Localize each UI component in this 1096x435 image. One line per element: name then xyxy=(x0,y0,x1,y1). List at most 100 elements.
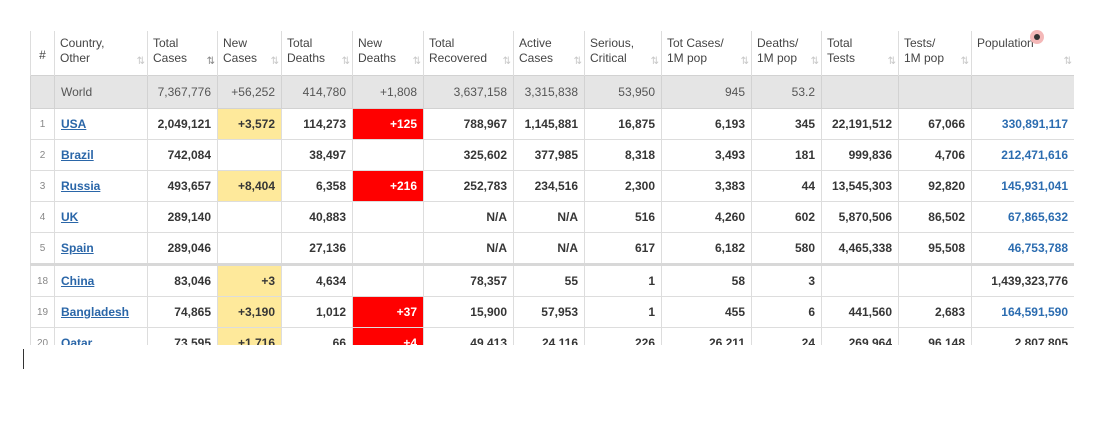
cell-new-cases: +56,252 xyxy=(217,75,282,109)
column-header-total-tests[interactable]: Total Tests ⇅ xyxy=(821,31,899,76)
covid-stats-table: # Country, Other ⇅ Total Cases ⇅ New Cases ⇅ To… xyxy=(30,31,1074,345)
column-header-label: # xyxy=(39,48,46,62)
cell-rank: 5 xyxy=(30,232,55,265)
record-icon[interactable] xyxy=(1030,30,1044,44)
country-link[interactable]: Russia xyxy=(61,179,101,193)
sort-icon[interactable]: ⇅ xyxy=(136,56,146,67)
sort-icon[interactable]: ⇅ xyxy=(412,56,422,67)
cell-active-cases: 57,953 xyxy=(513,296,585,328)
cell-total-tests xyxy=(821,263,899,297)
column-header-tests-per-1m[interactable]: Tests/ 1M pop ⇅ xyxy=(898,31,972,76)
cell-population: 330,891,117 xyxy=(971,108,1074,140)
column-header-total-recovered[interactable]: Total Recovered ⇅ xyxy=(423,31,514,76)
cell-serious-critical: 617 xyxy=(584,232,662,265)
table-row: 2 Brazil 742,084 38,497 325,602 377,985 8,318 3… xyxy=(30,139,1074,171)
column-header-active-cases[interactable]: Active Cases ⇅ xyxy=(513,31,585,76)
cell-country[interactable]: Brazil xyxy=(54,139,148,171)
cell-total-cases: 2,049,121 xyxy=(147,108,218,140)
column-header-label: Total Tests xyxy=(827,36,856,65)
cell-country[interactable]: UK xyxy=(54,201,148,233)
cell-active-cases: 234,516 xyxy=(513,170,585,202)
cell-total-deaths: 1,012 xyxy=(281,296,353,328)
column-header-label: Total Recovered xyxy=(429,36,488,65)
cell-active-cases: 377,985 xyxy=(513,139,585,171)
sort-icon[interactable]: ⇅ xyxy=(502,56,512,67)
cell-deaths-per-1m: 345 xyxy=(751,108,822,140)
country-link[interactable]: Bangladesh xyxy=(61,305,130,319)
column-header-total-cases[interactable]: Total Cases ⇅ xyxy=(147,31,218,76)
sort-icon[interactable]: ⇅ xyxy=(740,56,750,67)
cell-country[interactable]: Russia xyxy=(54,170,148,202)
cell-tests-per-1m: 67,066 xyxy=(898,108,972,140)
cell-deaths-per-1m: 44 xyxy=(751,170,822,202)
cell-total-tests: 999,836 xyxy=(821,139,899,171)
cell-new-deaths xyxy=(352,232,424,266)
sort-icon[interactable]: ⇅ xyxy=(810,56,820,67)
cell-total-recovered: N/A xyxy=(423,232,514,265)
cell-total-deaths: 27,136 xyxy=(281,232,353,265)
sort-icon[interactable]: ⇅ xyxy=(650,56,660,67)
cell-new-deaths xyxy=(352,139,424,171)
cell-total-recovered: 3,637,158 xyxy=(423,75,514,109)
sort-icon[interactable]: ⇅ xyxy=(206,56,216,67)
cell-deaths-per-1m: 181 xyxy=(751,139,822,171)
sort-icon[interactable]: ⇅ xyxy=(1063,56,1073,67)
column-header-country[interactable]: Country, Other ⇅ xyxy=(54,31,148,76)
cell-total-tests: 22,191,512 xyxy=(821,108,899,140)
country-link[interactable]: Brazil xyxy=(61,148,94,162)
cell-tests-per-1m xyxy=(898,75,972,109)
sort-icon[interactable]: ⇅ xyxy=(341,56,351,67)
column-header-label: Total Cases xyxy=(153,36,188,65)
column-header-population[interactable]: Population ⇅ xyxy=(971,31,1074,76)
cell-rank xyxy=(30,75,55,109)
cell-serious-critical: 2,300 xyxy=(584,170,662,202)
cell-country[interactable]: USA xyxy=(54,108,148,140)
column-header-serious-critical[interactable]: Serious, Critical ⇅ xyxy=(584,31,662,76)
cell-deaths-per-1m: 580 xyxy=(751,232,822,265)
cell-total-cases: 83,046 xyxy=(147,263,218,297)
cell-rank: 20 xyxy=(30,327,55,345)
cell-new-cases: +1,716 xyxy=(217,327,282,345)
cell-total-tests: 269,964 xyxy=(821,327,899,345)
table-row: 19 Bangladesh 74,865 +3,190 1,012 +37 15,900 57… xyxy=(30,296,1074,328)
column-header-label: Tests/ 1M pop xyxy=(904,36,945,65)
sort-icon[interactable]: ⇅ xyxy=(573,56,583,67)
cell-population: 164,591,590 xyxy=(971,296,1074,328)
cell-serious-critical: 1 xyxy=(584,296,662,328)
country-link[interactable]: UK xyxy=(61,210,79,224)
cell-country[interactable]: Qatar xyxy=(54,327,148,345)
cell-country[interactable]: Spain xyxy=(54,232,148,265)
cell-deaths-per-1m: 6 xyxy=(751,296,822,328)
cell-rank: 4 xyxy=(30,201,55,233)
cell-country[interactable]: China xyxy=(54,263,148,297)
sort-icon[interactable]: ⇅ xyxy=(887,56,897,67)
cell-active-cases: 55 xyxy=(513,263,585,297)
country-link[interactable]: Spain xyxy=(61,241,94,255)
column-header-cases-per-1m[interactable]: Tot Cases/ 1M pop ⇅ xyxy=(661,31,752,76)
cell-total-cases: 289,140 xyxy=(147,201,218,233)
covid-table-container: # Country, Other ⇅ Total Cases ⇅ New Cases ⇅ To… xyxy=(30,31,1074,345)
cell-tests-per-1m: 95,508 xyxy=(898,232,972,265)
cell-total-deaths: 114,273 xyxy=(281,108,353,140)
cell-population: 1,439,323,776 xyxy=(971,263,1074,297)
cell-serious-critical: 53,950 xyxy=(584,75,662,109)
country-link[interactable]: Qatar xyxy=(61,336,93,345)
cell-total-recovered: 15,900 xyxy=(423,296,514,328)
sort-icon[interactable]: ⇅ xyxy=(960,56,970,67)
column-header-deaths-per-1m[interactable]: Deaths/ 1M pop ⇅ xyxy=(751,31,822,76)
column-header-new-deaths[interactable]: New Deaths ⇅ xyxy=(352,31,424,76)
text-cursor xyxy=(23,349,24,369)
country-link[interactable]: USA xyxy=(61,117,87,131)
cell-active-cases: 1,145,881 xyxy=(513,108,585,140)
cell-new-deaths: +216 xyxy=(352,170,424,202)
cell-new-deaths: +1,808 xyxy=(352,75,424,109)
table-row: 20 Qatar 73,595 +1,716 66 +4 49,413 24,116 226 26… xyxy=(30,327,1074,345)
country-link[interactable]: China xyxy=(61,274,95,288)
cell-new-cases: +8,404 xyxy=(217,170,282,202)
sort-icon[interactable]: ⇅ xyxy=(270,56,280,67)
cell-population: 145,931,041 xyxy=(971,170,1074,202)
column-header-new-cases[interactable]: New Cases ⇅ xyxy=(217,31,282,76)
cell-country[interactable]: Bangladesh xyxy=(54,296,148,328)
column-header-total-deaths[interactable]: Total Deaths ⇅ xyxy=(281,31,353,76)
column-header-rank[interactable]: # xyxy=(30,31,55,76)
